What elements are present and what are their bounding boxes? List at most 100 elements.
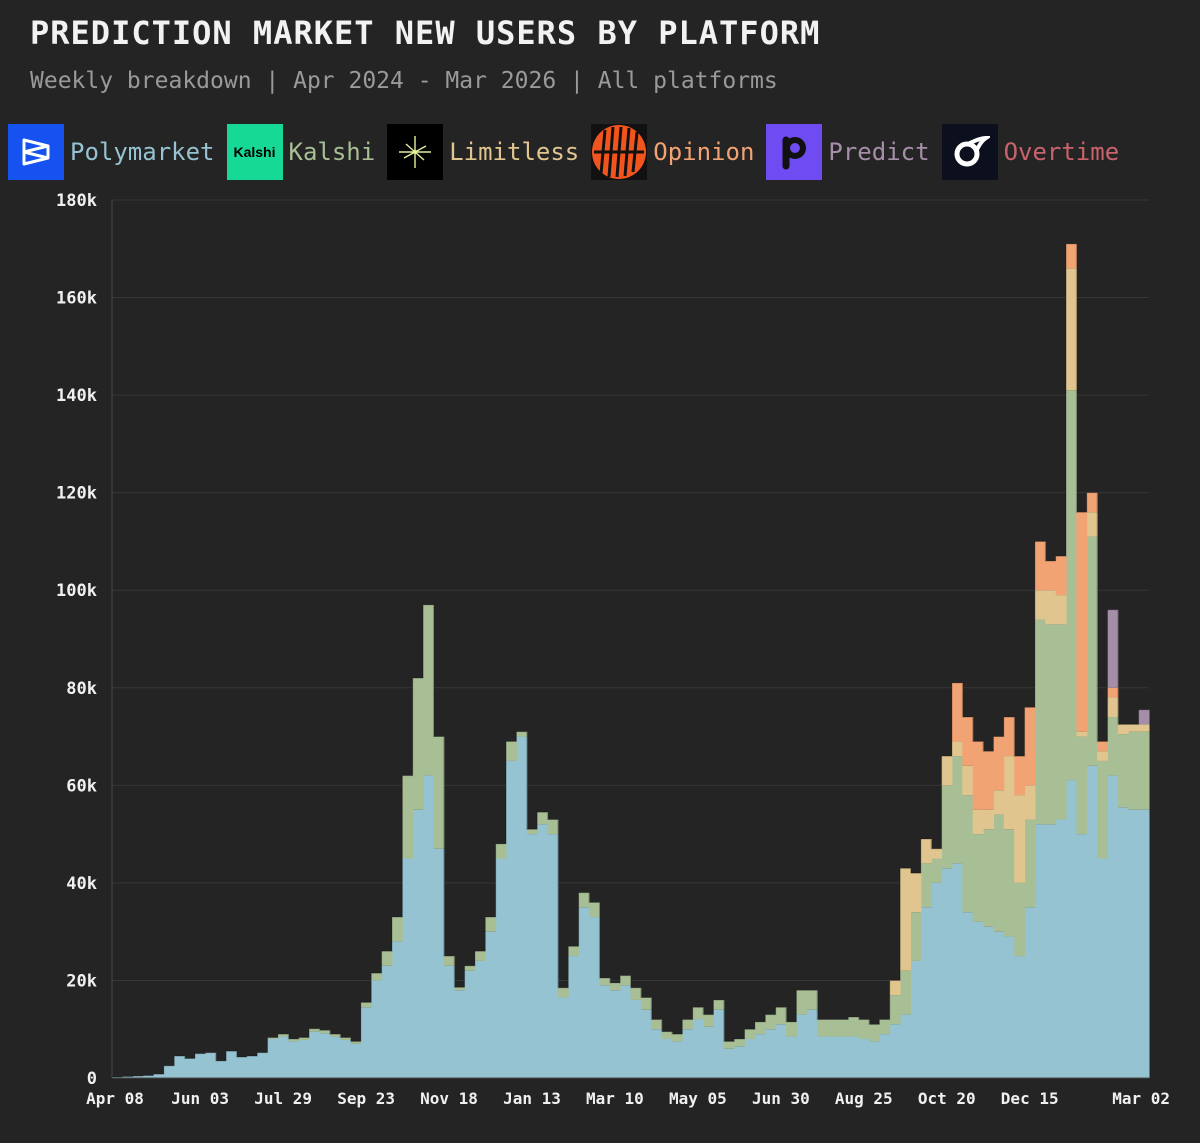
area-segment	[640, 1009, 652, 1078]
area-segment	[371, 980, 383, 1078]
area-segment	[806, 990, 818, 1010]
area-segment	[703, 1014, 714, 1027]
area-segment	[267, 1038, 279, 1078]
legend-item-polymarket: Polymarket	[8, 124, 215, 180]
area-segment	[972, 809, 984, 835]
area-segment	[951, 741, 963, 757]
area-segment	[692, 1007, 704, 1020]
area-segment	[1107, 687, 1119, 698]
area-segment	[319, 1033, 331, 1078]
area-segment	[920, 838, 932, 864]
series-areas	[112, 243, 1150, 1078]
area-segment	[671, 1041, 683, 1078]
area-segment	[547, 834, 559, 1078]
area-segment	[951, 863, 963, 1078]
area-segment	[340, 1037, 352, 1040]
area-segment	[1024, 819, 1036, 908]
area-segment	[1066, 268, 1077, 391]
x-tick-label: May 05	[669, 1089, 727, 1108]
legend-item-overtime: Overtime	[941, 124, 1120, 180]
area-segment	[630, 999, 642, 1078]
legend-item-predict: Predict	[766, 124, 930, 180]
area-segment	[962, 765, 974, 796]
area-segment	[1055, 624, 1067, 820]
area-segment	[412, 809, 424, 1078]
area-segment	[734, 1046, 746, 1078]
area-segment	[848, 1036, 860, 1078]
x-tick-label: Jun 30	[752, 1089, 810, 1108]
area-segment	[1076, 731, 1088, 737]
area-segment	[557, 987, 569, 998]
area-segment	[765, 1029, 777, 1078]
area-segment	[910, 960, 922, 1078]
area-segment	[941, 868, 953, 1078]
area-segment	[661, 1038, 673, 1078]
area-segment	[1055, 819, 1067, 1078]
area-segment	[277, 1036, 289, 1078]
area-segment	[1138, 724, 1150, 732]
area-segment	[1003, 936, 1015, 1078]
area-segment	[941, 785, 953, 869]
area-segment	[360, 1002, 372, 1008]
legend-label-limitless: Limitless	[449, 138, 580, 166]
area-segment	[174, 1056, 186, 1078]
area-segment	[630, 987, 642, 1000]
area-segment	[599, 985, 611, 1078]
area-segment	[1107, 717, 1119, 776]
area-segment	[568, 956, 580, 1078]
area-segment	[1138, 709, 1150, 725]
area-segment	[744, 1029, 756, 1039]
legend-label-polymarket: Polymarket	[70, 138, 215, 166]
y-tick-label: 20k	[66, 971, 97, 991]
area-segment	[1138, 809, 1150, 1078]
area-segment	[309, 1031, 320, 1078]
area-segment	[236, 1057, 248, 1078]
y-tick-label: 100k	[56, 581, 97, 601]
area-segment	[920, 907, 932, 1078]
area-segment	[485, 917, 497, 932]
area-segment	[402, 775, 414, 859]
x-tick-label: Jun 03	[171, 1089, 229, 1108]
area-segment	[858, 1019, 870, 1039]
area-segment	[879, 1034, 891, 1078]
area-segment	[620, 975, 631, 986]
area-segment	[879, 1019, 891, 1035]
area-segment	[837, 1036, 849, 1078]
area-segment	[1014, 956, 1026, 1078]
area-segment	[806, 1009, 818, 1078]
area-segment	[734, 1038, 746, 1047]
area-segment	[184, 1058, 196, 1078]
area-segment	[1128, 724, 1140, 732]
area-segment	[900, 1014, 911, 1078]
area-segment	[1014, 882, 1026, 957]
x-tick-label: Dec 15	[1001, 1089, 1059, 1108]
legend-label-overtime: Overtime	[1003, 138, 1120, 166]
area-segment	[661, 1031, 673, 1039]
area-segment	[817, 1019, 829, 1037]
area-segment	[723, 1041, 735, 1049]
legend-label-kalshi: Kalshi	[288, 138, 376, 166]
area-segment	[1107, 609, 1119, 688]
area-segment	[298, 1039, 310, 1078]
area-segment	[682, 1019, 694, 1030]
x-tick-label: Sep 23	[337, 1089, 395, 1108]
area-segment	[277, 1034, 289, 1037]
area-segment	[1024, 785, 1036, 820]
area-segment	[900, 868, 911, 971]
legend-label-predict: Predict	[828, 138, 930, 166]
area-segment	[537, 824, 549, 1078]
area-segment	[454, 990, 466, 1078]
area-segment	[506, 741, 517, 761]
area-segment	[1107, 697, 1119, 718]
area-segment	[350, 1041, 362, 1044]
area-segment	[983, 751, 994, 810]
area-segment	[485, 931, 497, 1078]
y-tick-label: 60k	[66, 776, 97, 796]
area-segment	[1024, 707, 1036, 786]
area-segment	[651, 1029, 663, 1078]
area-segment	[1097, 760, 1109, 859]
area-segment	[1045, 824, 1057, 1078]
area-segment	[433, 848, 445, 1078]
area-segment	[609, 990, 621, 1078]
legend-label-opinion: Opinion	[653, 138, 755, 166]
